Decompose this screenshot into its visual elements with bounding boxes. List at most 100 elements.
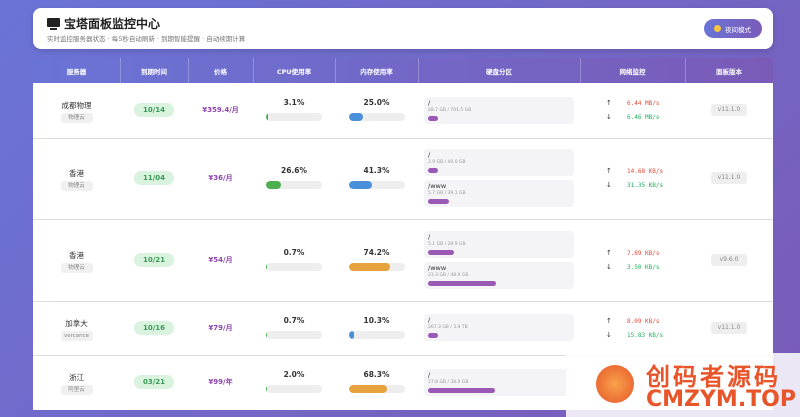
disk-track [428,280,570,286]
column-header: 到期时间 [141,68,167,76]
disk-bar [428,199,450,205]
disk-bar [428,115,438,121]
cpu-track [266,385,322,394]
disk-track [428,168,570,174]
cpu-label: 2.0% [283,370,305,380]
row-divider [33,300,773,302]
disk-box: /2.9 GB / 40.0 GB [424,149,574,177]
server-name: 加拿大 [65,318,88,328]
upload-arrow: ↑ [606,316,612,325]
column-divider [335,58,336,83]
memory-track [348,113,405,122]
table: 服务器 到期时间 价格 CPU使用率 内存使用率 硬盘分区 网络监控 面板版本 成都物理 物理云 1… [33,58,773,410]
watermark-line1: 创码者源码 [646,363,781,391]
upload-speed: 6.44 MB/s [627,100,660,108]
column-divider [253,58,254,83]
price: ¥36/月 [208,174,233,183]
version-pill: v11.1.0 [711,104,747,117]
price: ¥79/月 [208,323,233,332]
disk-usage: 2.9 GB / 40.0 GB [428,160,466,166]
disk-mount: / [428,370,431,379]
disk-track [428,199,570,205]
dark-mode-button[interactable]: 夜间模式 [704,19,762,38]
expiry-pill: 11/04 [134,171,174,186]
disk-usage: 23.3 GB / 48.9 GB [428,272,469,278]
disk-box: /48.7 GB / 701.5 GB [424,96,574,124]
column-divider [120,58,121,83]
memory-track [348,181,405,190]
disk-usage: 267.3 GB / 3.9 TB [428,325,468,331]
row-divider [33,219,773,220]
disk-track [428,333,570,339]
cpu-track [266,181,322,190]
download-speed: 6.46 MB/s [627,114,660,122]
upload-speed: 14.68 KB/s [627,168,664,176]
disk-usage: 5.7 GB / 39.1 GB [428,191,466,197]
price: ¥359.4/月 [202,106,239,115]
memory-label: 10.3% [363,315,390,325]
provider-tag: 物理云 [60,262,93,273]
server-name: 香港 [69,169,84,179]
expiry-pill: 10/16 [134,320,174,335]
expiry-pill: 03/21 [134,375,174,390]
column-header: 价格 [214,68,227,76]
column-divider [580,58,581,83]
provider-tag: 物理云 [60,181,93,192]
column-header: 网络监控 [619,68,646,76]
cpu-track [266,262,322,271]
disk-usage: 5.1 GB / 28.9 GB [428,241,466,247]
version-pill: v11.1.0 [711,172,747,185]
title: 宝塔面板监控中心 [64,17,161,31]
version-pill: v11.1.0 [711,321,747,334]
disk-mount: /www [428,263,447,272]
cpu-label: 26.6% [280,166,308,176]
column-header: CPU使用率 [276,68,312,76]
provider-tag: vercance [60,330,93,341]
moon-icon [714,25,721,32]
button-label: 夜间模式 [725,26,751,34]
watermark-line2: CMZYM.TOP [646,387,797,412]
subtitle: 实时监控服务器状态 · 每5秒自动刷新 · 到期智能提醒 · 自动续期计算 [47,35,246,43]
column-header: 硬盘分区 [486,68,512,76]
header-card: 宝塔面板监控中心 实时监控服务器状态 · 每5秒自动刷新 · 到期智能提醒 · … [33,8,773,49]
disk-track [428,115,570,121]
expiry-pill: 10/14 [134,103,174,118]
disk-track [428,249,570,255]
disk-bar [428,333,438,339]
disk-box: /267.3 GB / 3.9 TB [424,314,574,342]
table-header [33,58,773,83]
upload-arrow: ↑ [606,248,612,257]
disk-bar [428,249,454,255]
cpu-track [266,113,322,122]
cpu-track [266,330,322,339]
column-header: 面板版本 [716,68,742,76]
column-divider [685,58,686,83]
memory-track [348,330,405,339]
provider-tag: 阿里云 [60,385,93,396]
provider-tag: 物理云 [60,113,93,124]
version-pill: v9.6.0 [711,253,747,266]
disk-box: /www 5.7 GB / 39.1 GB [424,180,574,208]
disk-mount: /www [428,182,447,191]
memory-label: 68.3% [363,370,390,380]
download-arrow: ↓ [606,181,612,190]
disk-bar [428,280,497,286]
column-divider [188,58,189,83]
memory-bar [348,181,372,190]
memory-bar [348,262,391,271]
disk-track [428,387,570,393]
memory-label: 74.2% [363,247,390,257]
row-divider [33,355,773,356]
upload-arrow: ↑ [606,99,612,108]
disk-box: /www 23.3 GB / 48.9 GB [424,261,574,289]
download-speed: 15.83 KB/s [627,331,664,339]
memory-label: 41.3% [363,166,390,176]
memory-track [348,262,405,271]
download-arrow: ↓ [606,330,612,339]
watermark-logo [596,365,634,403]
upload-speed: 7.89 KB/s [627,249,660,257]
upload-arrow: ↑ [606,167,612,176]
disk-mount: / [428,98,431,107]
column-header: 服务器 [66,68,87,76]
